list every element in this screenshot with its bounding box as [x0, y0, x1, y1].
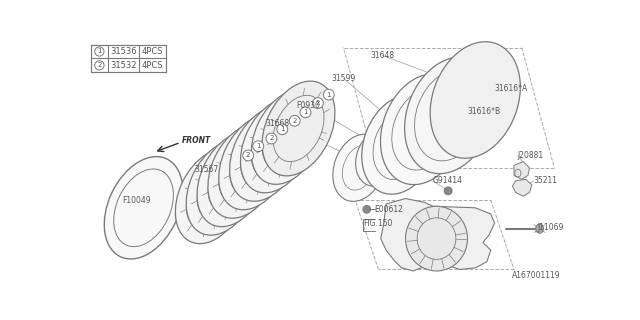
Text: F10049: F10049 [123, 196, 151, 204]
Text: 31599: 31599 [332, 74, 356, 83]
Text: 31567: 31567 [195, 165, 219, 174]
Text: 1: 1 [256, 143, 260, 149]
Circle shape [253, 141, 264, 152]
Text: 35211: 35211 [533, 176, 557, 185]
Text: 4PCS: 4PCS [141, 61, 163, 70]
Circle shape [300, 107, 311, 118]
Ellipse shape [406, 206, 467, 271]
Circle shape [266, 133, 277, 144]
Text: 1: 1 [280, 126, 285, 132]
Polygon shape [514, 162, 529, 179]
Text: 2: 2 [97, 62, 102, 68]
Ellipse shape [363, 205, 371, 213]
Text: 4PCS: 4PCS [141, 47, 163, 56]
Circle shape [243, 150, 253, 161]
Text: FIG.150: FIG.150 [363, 219, 392, 228]
Circle shape [95, 61, 104, 70]
Text: 2: 2 [269, 135, 274, 141]
Text: FRONT: FRONT [182, 136, 212, 145]
Ellipse shape [175, 149, 248, 244]
Ellipse shape [444, 187, 452, 195]
Text: 31668: 31668 [266, 119, 290, 128]
Ellipse shape [186, 140, 259, 235]
Ellipse shape [241, 98, 313, 193]
Text: 2: 2 [292, 118, 297, 124]
Ellipse shape [536, 224, 543, 233]
Text: 31616*B: 31616*B [467, 107, 500, 116]
Bar [91, 44, 166, 72]
Ellipse shape [404, 57, 495, 174]
Text: 31616*A: 31616*A [495, 84, 528, 93]
Text: 2: 2 [246, 152, 250, 158]
Ellipse shape [252, 90, 324, 184]
Circle shape [289, 116, 300, 126]
Circle shape [277, 124, 288, 135]
Text: 1: 1 [303, 109, 308, 115]
Circle shape [95, 47, 104, 56]
Text: 31648: 31648 [370, 51, 394, 60]
Polygon shape [513, 179, 532, 196]
Text: A167001119: A167001119 [512, 271, 561, 280]
Text: 31536: 31536 [110, 47, 137, 56]
Polygon shape [381, 198, 495, 271]
Circle shape [312, 98, 323, 108]
Ellipse shape [219, 115, 292, 210]
Ellipse shape [262, 81, 335, 176]
Text: 1: 1 [97, 49, 102, 54]
Ellipse shape [381, 74, 466, 185]
Text: F0930: F0930 [297, 101, 321, 110]
Text: J11069: J11069 [537, 222, 564, 232]
Text: 1: 1 [326, 92, 331, 98]
Ellipse shape [197, 132, 270, 227]
Text: E00612: E00612 [374, 205, 403, 214]
Ellipse shape [356, 129, 401, 186]
Ellipse shape [208, 124, 281, 218]
Ellipse shape [333, 134, 385, 201]
Ellipse shape [430, 42, 520, 158]
Ellipse shape [230, 107, 302, 201]
Text: 2: 2 [316, 100, 320, 106]
Ellipse shape [104, 156, 183, 259]
Ellipse shape [362, 95, 438, 194]
Text: G91414: G91414 [433, 176, 463, 185]
Text: J20881: J20881 [518, 151, 544, 160]
Circle shape [323, 89, 334, 100]
Text: 31532: 31532 [110, 61, 137, 70]
